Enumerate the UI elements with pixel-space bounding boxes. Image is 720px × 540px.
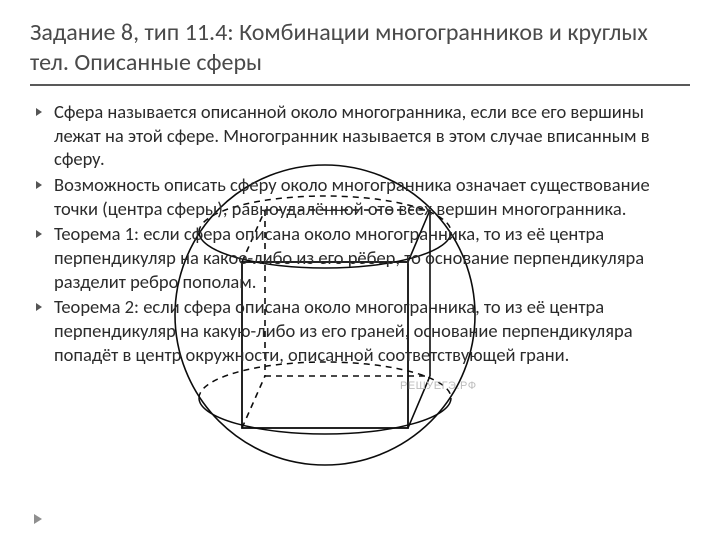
bullet-list: Сфера называется описанной около многогр…	[30, 100, 690, 366]
list-item: Возможность описать сферу около многогра…	[30, 173, 690, 220]
list-item: Сфера называется описанной около многогр…	[30, 100, 690, 171]
list-item: Теорема 1: если сфера описана около мног…	[30, 222, 690, 293]
slide-marker-icon	[34, 514, 42, 524]
list-item: Теорема 2: если сфера описана около мног…	[30, 295, 690, 366]
watermark-text: РЕШУЕГЭ.РФ	[400, 380, 477, 392]
content-area: Сфера называется описанной около многогр…	[30, 100, 690, 366]
page-title: Задание 8, тип 11.4: Комбинации многогра…	[30, 18, 690, 86]
